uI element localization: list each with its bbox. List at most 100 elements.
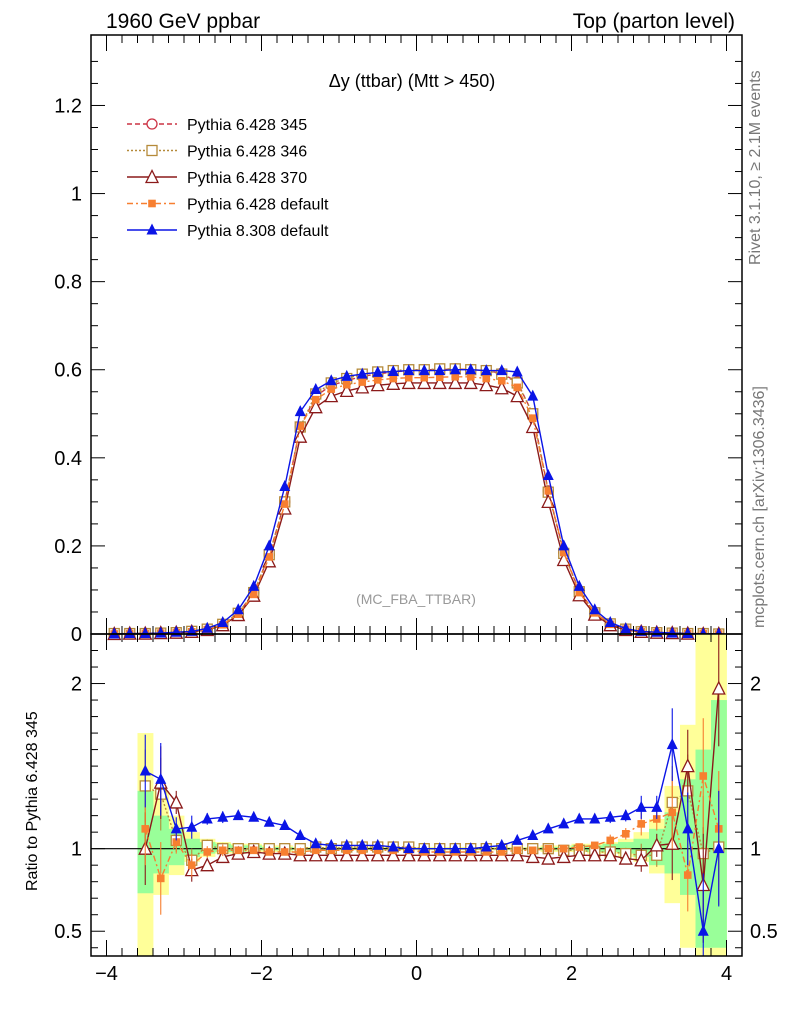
- data-point-p8def: [511, 365, 523, 377]
- ratio-series-p346: [139, 749, 725, 912]
- ratio-point-p370: [324, 847, 339, 862]
- ratio-point-p370: [510, 847, 525, 862]
- ratio-point-p370: [572, 847, 587, 862]
- ratio-point-p370: [339, 847, 354, 862]
- ratio-point-p370: [634, 852, 649, 867]
- ratio-point-p6def: [265, 848, 274, 856]
- header-right: Top (parton level): [573, 10, 735, 33]
- data-point-p6def: [373, 376, 382, 384]
- ratio-point-p6def: [156, 874, 165, 883]
- ratio-point-p6def: [296, 848, 305, 856]
- data-point-p6def: [311, 395, 320, 404]
- ratio-point-p6def: [358, 846, 367, 855]
- ratio-point-p370: [680, 758, 695, 773]
- ratio-point-p370: [711, 680, 726, 695]
- legend-marker-p370: [144, 169, 160, 184]
- ratio-point-p8def: [511, 833, 523, 845]
- ratio-point-p370: [200, 857, 215, 872]
- ratio-point-p6def: [203, 848, 212, 856]
- data-point-p8def: [387, 364, 399, 376]
- data-point-p6def: [280, 500, 289, 508]
- data-point-p8def: [465, 363, 477, 375]
- data-point-p370: [494, 380, 509, 395]
- ratio-point-p8def: [341, 838, 353, 850]
- y-tick-label: 0: [71, 624, 82, 646]
- series-line-p8def: [114, 369, 719, 635]
- ratio-point-p6def: [528, 846, 537, 855]
- ratio-point-p8def: [527, 828, 539, 840]
- data-point-p8def: [589, 603, 601, 615]
- y-tick-label: 0.4: [54, 448, 82, 470]
- ratio-point-p8def: [682, 822, 694, 834]
- data-point-p6def: [327, 385, 336, 393]
- legend: Pythia 6.428 345 Pythia 6.428 346 Pythia 6…: [127, 117, 329, 240]
- data-point-p8def: [666, 626, 678, 638]
- data-point-p8def: [372, 365, 384, 377]
- data-point-p8def: [217, 616, 229, 628]
- ratio-point-p6def: [544, 844, 553, 853]
- side-label-top: Rivet 3.1.10, ≥ 2.1M events: [747, 70, 764, 265]
- ratio-ylabel: Ratio to Pythia 6.428 345: [24, 711, 41, 891]
- data-point-p6def: [559, 548, 568, 557]
- ratio-point-p6def: [590, 841, 599, 850]
- ratio-point-p6def: [621, 830, 630, 838]
- ratio-point-p8def: [604, 810, 616, 822]
- ratio-point-p8def: [403, 842, 415, 854]
- main-panel: Δy (ttbar) (Mtt > 450) (MC_FBA_TTBAR) Py…: [54, 34, 743, 646]
- ratio-series-p6def: [141, 718, 723, 915]
- ratio-point-p8def: [372, 838, 384, 850]
- ratio-point-p8def: [635, 800, 647, 812]
- watermark: (MC_FBA_TTBAR): [356, 591, 476, 607]
- ratio-point-p8def: [480, 840, 492, 852]
- data-point-p370: [525, 419, 540, 434]
- legend-entry-p8def: Pythia 8.308 default: [187, 223, 329, 240]
- ratio-point-p8def: [325, 838, 337, 850]
- data-point-p8def: [542, 468, 554, 480]
- data-point-p8def: [403, 364, 415, 376]
- ratio-point-p8def: [186, 820, 198, 832]
- data-point-p8def: [496, 364, 508, 376]
- data-point-p370: [293, 428, 308, 443]
- ratio-y-tick-label-right: 1: [750, 839, 761, 861]
- data-point-p6def: [482, 374, 491, 383]
- data-point-p8def: [682, 627, 694, 639]
- data-point-p8def: [201, 621, 213, 633]
- data-point-p8def: [310, 383, 322, 395]
- data-point-p6def: [420, 373, 429, 382]
- ratio-point-p6def: [513, 846, 522, 855]
- data-point-p8def: [434, 364, 446, 376]
- ratio-point-p8def: [217, 810, 229, 822]
- ratio-point-p8def: [449, 842, 461, 854]
- ratio-point-p8def: [434, 842, 446, 854]
- ratio-point-p6def: [637, 820, 646, 828]
- ratio-point-p370: [215, 848, 230, 864]
- ratio-point-p8def: [542, 822, 554, 834]
- data-point-p370: [324, 388, 339, 403]
- ratio-y-tick-label: 2: [71, 674, 82, 696]
- data-point-p8def: [418, 364, 430, 376]
- ratio-point-p370: [386, 847, 401, 862]
- ratio-point-p370: [169, 794, 184, 809]
- data-point-p8def: [527, 389, 539, 401]
- data-point-p8def: [186, 624, 198, 636]
- data-point-p8def: [124, 627, 136, 639]
- ratio-point-p370: [649, 837, 664, 852]
- data-point-p6def: [451, 372, 460, 381]
- data-point-p370: [386, 375, 401, 390]
- data-point-p8def: [325, 374, 337, 386]
- data-point-p6def: [358, 378, 367, 386]
- x-tick-label: 4: [721, 963, 732, 985]
- ratio-point-p6def: [187, 861, 196, 869]
- ratio-point-p8def: [155, 772, 167, 784]
- data-point-p8def: [449, 363, 461, 375]
- x-tick-label: −4: [95, 963, 118, 985]
- data-point-p6def: [404, 373, 413, 382]
- ratio-point-p8def: [620, 809, 632, 821]
- ratio-point-p370: [603, 847, 618, 862]
- ratio-point-p6def: [497, 848, 506, 856]
- ratio-point-p6def: [575, 843, 584, 851]
- ratio-y-tick-label: 0.5: [54, 921, 82, 943]
- y-tick-label: 0.2: [54, 536, 82, 558]
- data-point-p6def: [513, 383, 522, 392]
